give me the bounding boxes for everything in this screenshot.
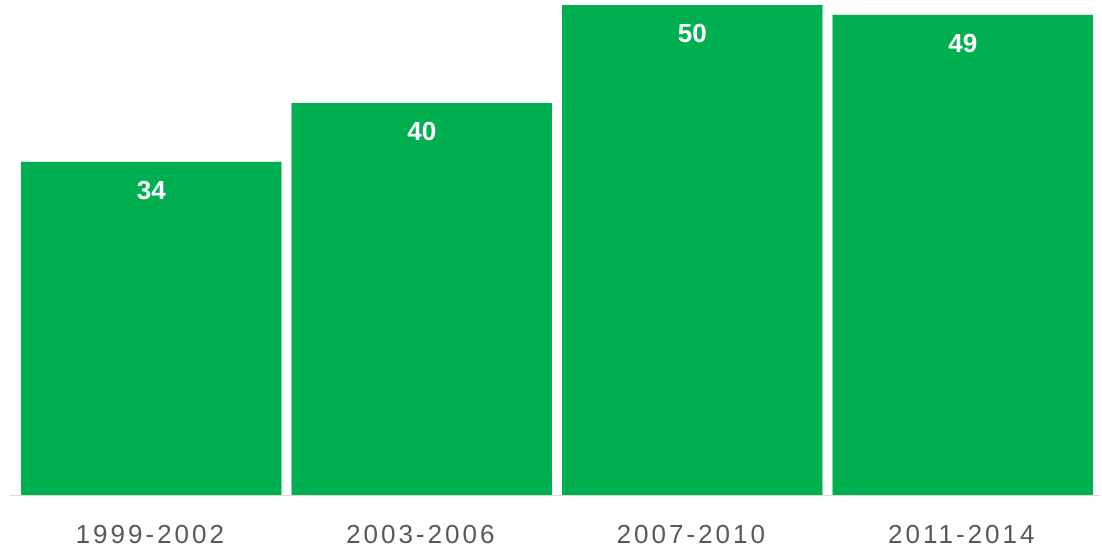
bar-2007-2010 [562,5,823,495]
bar-value-label: 34 [137,175,166,205]
bar-2011-2014 [832,14,1093,496]
bar-1999-2002 [21,161,282,496]
x-tick-labels-group: 1999-2002 2003-2006 2007-2010 2011-2014 [76,519,1037,549]
x-tick-label: 2007-2010 [617,519,768,549]
x-tick-label: 2003-2006 [346,519,497,549]
bars-group [21,5,1093,496]
x-tick-label: 1999-2002 [76,519,227,549]
bar-2003-2006 [291,103,552,495]
bar-value-label: 50 [678,18,707,48]
bar-value-label: 40 [407,116,436,146]
x-tick-label: 2011-2014 [888,519,1037,549]
value-labels-group: 34 40 50 49 [137,18,977,205]
bar-value-label: 49 [948,28,977,58]
